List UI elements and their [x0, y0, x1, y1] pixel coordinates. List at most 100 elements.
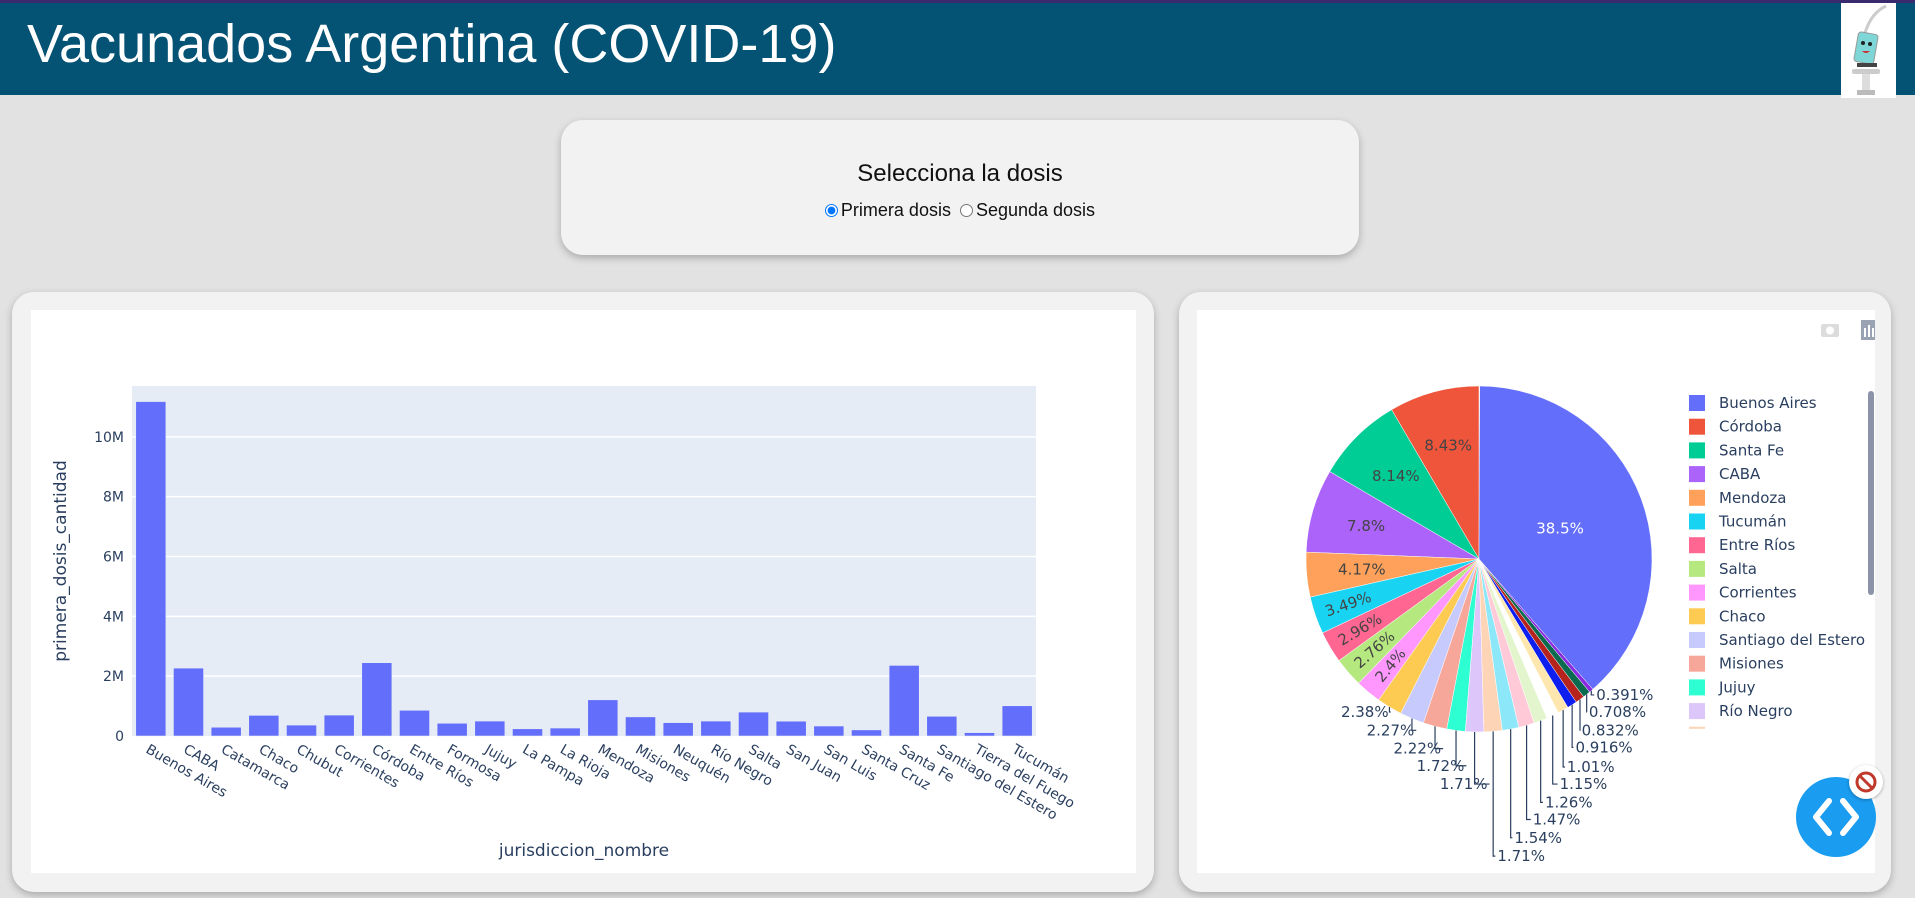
- y-axis-title: primera_dosis_cantidad: [51, 460, 71, 662]
- radio-input-primera[interactable]: [824, 204, 838, 217]
- legend-item[interactable]: Santa Fe: [1689, 441, 1784, 459]
- camera-lens: [1826, 326, 1834, 335]
- slice-label: 0.708%: [1589, 703, 1646, 721]
- y-tick-label: 8M: [103, 490, 124, 506]
- slice-label: 0.391%: [1596, 686, 1653, 704]
- legend-label: Jujuy: [1718, 678, 1756, 696]
- legend-item[interactable]: Tucumán: [1689, 513, 1786, 531]
- leader-line: [1473, 731, 1490, 785]
- plotly-logo-icon[interactable]: [1861, 320, 1881, 340]
- slice-label: 38.5%: [1536, 520, 1584, 538]
- bar: [888, 665, 920, 737]
- legend-swatch: [1689, 632, 1705, 648]
- bar: [813, 725, 845, 737]
- bar: [662, 722, 694, 737]
- y-tick-label: 10M: [94, 430, 124, 446]
- pie-slice: [1478, 385, 1653, 690]
- slice-label: 4.17%: [1338, 561, 1386, 579]
- legend-swatch: [1689, 655, 1705, 672]
- bar: [512, 728, 543, 737]
- bar: [135, 401, 167, 737]
- legend-item[interactable]: Córdoba: [1689, 418, 1782, 436]
- plot-area: [132, 386, 1036, 736]
- bar: [775, 720, 807, 737]
- legend-swatch: [1689, 466, 1705, 483]
- dose-selector-card: Selecciona la dosis Primera dosis Segund…: [561, 120, 1359, 255]
- radio-primera-dosis[interactable]: Primera dosis: [824, 200, 951, 220]
- logo-bar: [1864, 328, 1866, 337]
- legend-swatch: [1689, 513, 1705, 530]
- legend-item[interactable]: Jujuy: [1689, 678, 1756, 696]
- legend-swatch: [1689, 560, 1705, 577]
- app-header: Vacunados Argentina (COVID-19): [0, 0, 1915, 98]
- radio-input-segunda[interactable]: [959, 204, 973, 217]
- pie-chart-container: 8.43% 8.14% 7.8% 4.17% 3.49% 2.96% 2.76% 2.4% 2.…: [1197, 310, 1881, 873]
- legend-item[interactable]: Misiones: [1689, 655, 1784, 673]
- bar: [549, 727, 581, 737]
- dose-selector-title: Selecciona la dosis: [857, 160, 1063, 187]
- pie-chart: 8.43%8.14%7.8%4.17%3.49%2.96%2.76%2.4%2.…: [1305, 320, 1881, 865]
- legend-swatch: [1689, 537, 1705, 554]
- leader-line: [1571, 704, 1574, 749]
- legend-swatch: [1689, 489, 1705, 506]
- y-tick-label: 6M: [103, 550, 124, 566]
- leader-line: [1510, 729, 1513, 839]
- slice-label: 0.916%: [1575, 738, 1632, 756]
- legend-label: Buenos Aires: [1719, 394, 1817, 412]
- leader-line: [1525, 725, 1531, 821]
- legend-item[interactable]: Mendoza: [1689, 489, 1786, 507]
- slice-label: 1.71%: [1440, 775, 1488, 793]
- radio-label: Segunda dosis: [975, 200, 1096, 220]
- legend-item[interactable]: Corrientes: [1689, 584, 1797, 602]
- bar: [700, 720, 732, 737]
- legend-label: Santiago del Estero: [1719, 631, 1865, 649]
- legend-item[interactable]: Santiago del Estero: [1689, 631, 1865, 649]
- slice-label: 8.43%: [1424, 436, 1472, 454]
- page-title: Vacunados Argentina (COVID-19): [27, 14, 837, 74]
- bar: [173, 667, 204, 737]
- leader-line: [1492, 731, 1496, 857]
- logo-bar: [1868, 325, 1870, 337]
- legend-swatch: [1689, 703, 1705, 720]
- legend-item[interactable]: Río Negro: [1689, 702, 1793, 720]
- no-entry-icon: [1855, 771, 1877, 793]
- legend-swatch: [1689, 442, 1705, 459]
- no-entry-badge[interactable]: [1849, 765, 1883, 799]
- y-tick-label: 2M: [103, 669, 124, 685]
- dose-radio-group: Primera dosis Segunda dosis: [561, 200, 1359, 221]
- legend-item[interactable]: CABA: [1689, 465, 1761, 483]
- legend-item[interactable]: Salta: [1689, 560, 1757, 578]
- leader-line: [1590, 690, 1595, 696]
- y-tick-label: 0: [115, 729, 124, 745]
- legend-label: Chaco: [1719, 607, 1766, 625]
- legend-swatch: [1689, 608, 1705, 625]
- slice-label: 1.71%: [1497, 847, 1545, 865]
- logo-bar: [1872, 328, 1874, 337]
- legend-label: Misiones: [1719, 655, 1784, 673]
- bar: [964, 732, 995, 737]
- pie-slice: [1391, 385, 1480, 560]
- legend-label: CABA: [1719, 465, 1761, 483]
- legend-item[interactable]: Chaco: [1689, 607, 1766, 625]
- slice-label: 1.26%: [1545, 793, 1593, 811]
- legend-swatch: [1689, 418, 1705, 435]
- radio-segunda-dosis[interactable]: Segunda dosis: [959, 200, 1096, 220]
- leader-line: [1455, 730, 1467, 767]
- slice-label: 2.38%: [1341, 703, 1389, 721]
- legend-scrollbar[interactable]: [1868, 391, 1874, 595]
- legend-item[interactable]: Entre Ríos: [1689, 536, 1795, 554]
- radio-label: Primera dosis: [840, 200, 951, 220]
- legend-item[interactable]: Buenos Aires: [1689, 394, 1817, 412]
- legend-label: Córdoba: [1719, 418, 1782, 436]
- slice-label: 1.54%: [1514, 829, 1562, 847]
- pie-slice: [1329, 409, 1480, 560]
- leader-line: [1434, 726, 1444, 750]
- legend-label: Santa Fe: [1719, 441, 1784, 459]
- bar: [851, 729, 882, 737]
- slice-label: 1.72%: [1417, 757, 1465, 775]
- leader-line: [1562, 710, 1565, 768]
- camera-icon[interactable]: [1821, 324, 1839, 337]
- slice-label: 1.15%: [1560, 775, 1608, 793]
- bar: [1001, 705, 1033, 737]
